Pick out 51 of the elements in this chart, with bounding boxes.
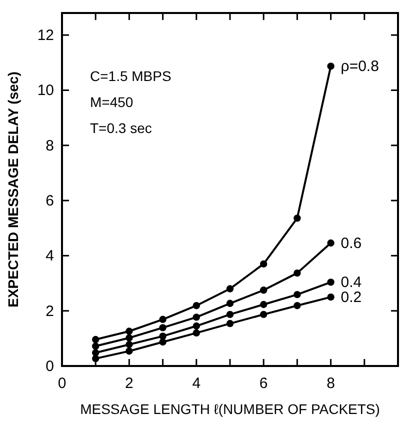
point	[159, 324, 166, 332]
x-tick-label: 2	[125, 375, 134, 392]
series-label: ρ=0.8	[340, 58, 379, 76]
point	[294, 214, 301, 222]
x-tick-label: 4	[192, 375, 201, 392]
point	[327, 239, 334, 247]
y-tick-label: 0	[46, 358, 54, 375]
x-tick-label: 6	[259, 375, 268, 392]
x-axis-title: MESSAGE LENGTH ℓ(NUMBER OF PACKETS)	[80, 401, 380, 417]
point	[327, 293, 334, 301]
y-tick-label: 2	[46, 302, 54, 320]
point	[192, 329, 200, 337]
annotation: M=450	[90, 94, 134, 110]
y-tick-label: 6	[46, 192, 54, 210]
point	[226, 320, 234, 328]
series-label: 0.4	[340, 274, 362, 292]
x-tick-label: 0	[58, 375, 66, 392]
point	[126, 334, 133, 342]
point	[260, 286, 268, 294]
point	[126, 328, 133, 335]
point	[192, 314, 200, 321]
point	[260, 300, 268, 308]
y-tick-label: 12	[37, 27, 54, 44]
point	[159, 338, 166, 346]
point	[92, 342, 100, 350]
point	[327, 62, 334, 70]
point	[327, 278, 334, 286]
y-tick-label: 4	[46, 248, 54, 265]
point	[226, 285, 234, 292]
point	[92, 336, 100, 344]
point	[126, 348, 133, 355]
point	[192, 322, 200, 330]
series-label: 0.2	[340, 289, 362, 306]
point	[159, 316, 166, 323]
point	[294, 302, 301, 310]
point	[294, 290, 301, 298]
point	[260, 260, 268, 268]
point	[226, 310, 234, 318]
point	[126, 340, 133, 348]
x-tick-label: 8	[326, 375, 335, 392]
y-tick-label: 10	[37, 82, 54, 100]
y-tick-label: 8	[46, 137, 54, 154]
series-label: 0.6	[340, 235, 362, 252]
annotation: T=0.3 sec	[90, 120, 152, 136]
point	[294, 269, 301, 277]
point	[260, 310, 268, 318]
point	[226, 300, 234, 307]
annotation: C=1.5 MBPS	[90, 68, 172, 84]
point	[192, 302, 200, 310]
y-axis-title: EXPECTED MESSAGE DELAY (sec)	[5, 72, 21, 308]
point	[92, 354, 100, 362]
